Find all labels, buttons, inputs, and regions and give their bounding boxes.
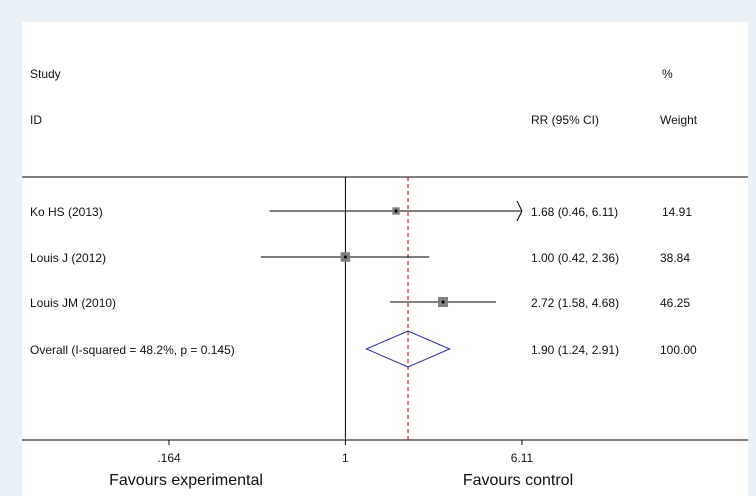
study-row: Louis J (2012) 1.00 (0.42, 2.36) 38.84 bbox=[30, 251, 690, 265]
study-weight: 46.25 bbox=[660, 296, 690, 310]
x-tick-label: 1 bbox=[342, 451, 349, 465]
header-effect: RR (95% CI) bbox=[531, 113, 599, 127]
header-study: Study bbox=[30, 67, 61, 81]
point-estimate bbox=[441, 300, 445, 304]
header-id: ID bbox=[30, 113, 42, 127]
favours-right-label: Favours control bbox=[463, 472, 573, 489]
overall-label: Overall (I-squared = 48.2%, p = 0.145) bbox=[30, 343, 235, 357]
overall-weight: 100.00 bbox=[660, 343, 697, 357]
study-label: Louis J (2012) bbox=[30, 251, 106, 265]
point-estimate bbox=[343, 255, 347, 259]
header-weight: Weight bbox=[660, 113, 698, 127]
study-weight: 14.91 bbox=[662, 205, 692, 219]
study-weight: 38.84 bbox=[660, 251, 690, 265]
ci-arrow-icon bbox=[516, 200, 523, 222]
x-tick-label: .164 bbox=[157, 451, 181, 465]
study-ci: 1.68 (0.46, 6.11) bbox=[531, 205, 618, 219]
favours-left-label: Favours experimental bbox=[109, 472, 263, 489]
overall-diamond bbox=[365, 330, 451, 368]
study-ci: 1.00 (0.42, 2.36) bbox=[531, 251, 619, 265]
overall-ci: 1.90 (1.24, 2.91) bbox=[531, 343, 619, 357]
overall-row: Overall (I-squared = 48.2%, p = 0.145) 1… bbox=[30, 330, 697, 368]
plot-area bbox=[22, 22, 748, 496]
study-row: Ko HS (2013) 1.68 (0.46, 6.11) 14.91 bbox=[30, 200, 692, 222]
study-ci: 2.72 (1.58, 4.68) bbox=[531, 296, 619, 310]
study-label: Louis JM (2010) bbox=[30, 296, 116, 310]
study-label: Ko HS (2013) bbox=[30, 205, 103, 219]
header-percent: % bbox=[662, 67, 673, 81]
study-row: Louis JM (2010) 2.72 (1.58, 4.68) 46.25 bbox=[30, 296, 690, 310]
point-estimate bbox=[394, 209, 398, 213]
x-tick-label: 6.11 bbox=[511, 451, 534, 465]
